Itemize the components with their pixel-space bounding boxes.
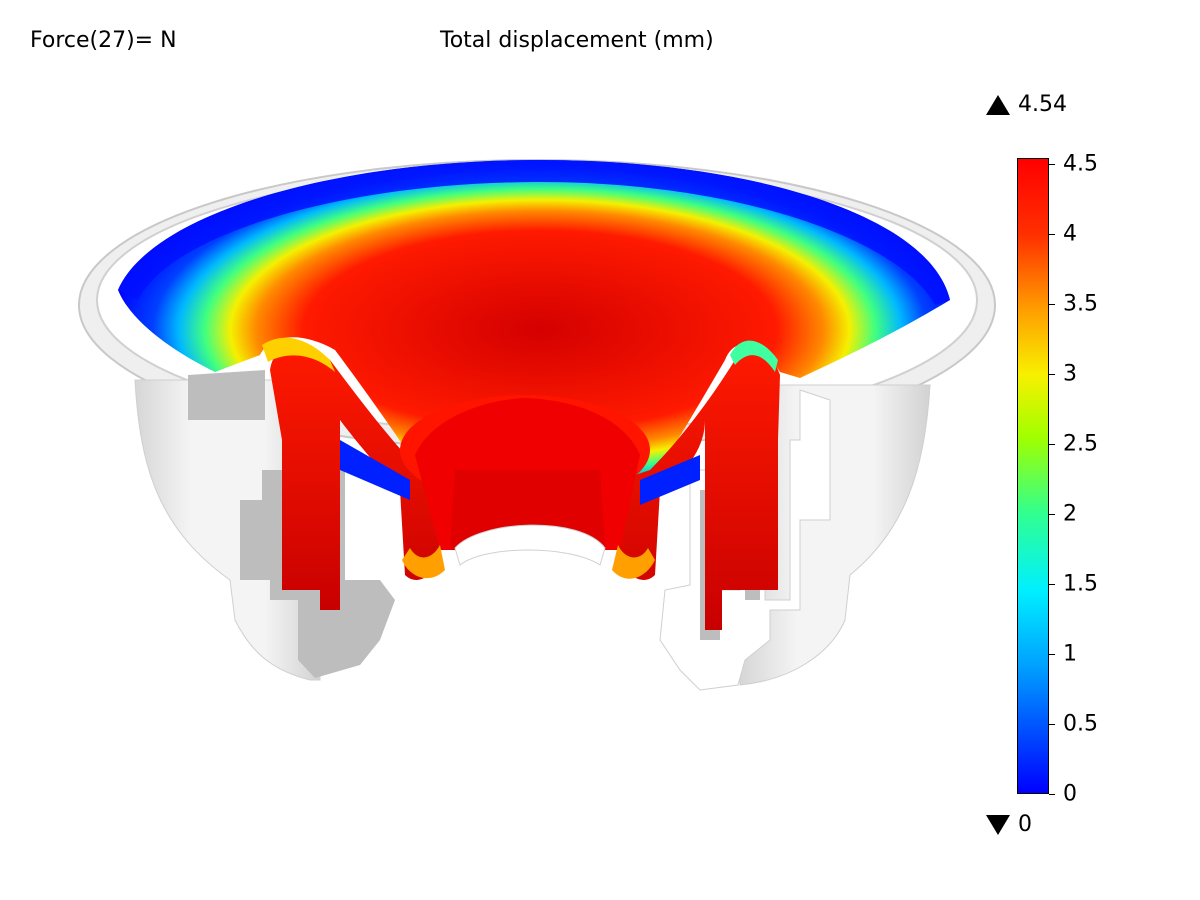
colorbar-tick-label: 1 (1063, 641, 1077, 667)
colorbar-tick-label: 2.5 (1063, 431, 1098, 457)
colorbar-tick-label: 4.5 (1063, 151, 1098, 177)
plot-title: Total displacement (mm) (440, 28, 714, 53)
min-triangle-icon (986, 814, 1010, 835)
colorbar-tick (1049, 724, 1055, 725)
colorbar-tick (1049, 654, 1055, 655)
cone-surface (118, 160, 950, 500)
min-value-label: 0 (1018, 812, 1032, 837)
cut-edge-highlights (262, 337, 778, 579)
colorbar-tick-label: 0.5 (1063, 711, 1098, 737)
colorbar-tick (1049, 374, 1055, 375)
colorbar-tick-label: 3.5 (1063, 291, 1098, 317)
colorbar-tick-label: 3 (1063, 361, 1077, 387)
colorbar-tick (1049, 234, 1055, 235)
colorbar (1017, 158, 1049, 794)
colorbar-tick (1049, 584, 1055, 585)
force-label: Force(27)= N (30, 28, 177, 53)
colorbar-tick-label: 0 (1063, 781, 1077, 807)
colorbar-tick (1049, 444, 1055, 445)
voice-coil-bore (454, 524, 606, 566)
colorbar-tick-label: 4 (1063, 221, 1077, 247)
colorbar-tick (1049, 514, 1055, 515)
speaker-model-render (78, 159, 996, 691)
colorbar-tick-label: 1.5 (1063, 571, 1098, 597)
colorbar-tick (1049, 304, 1055, 305)
surround-band (118, 160, 950, 305)
colorbar-tick (1049, 164, 1055, 165)
max-value-marker: 4.54 (986, 92, 1067, 117)
max-triangle-icon (986, 94, 1010, 115)
colorbar-tick-label: 2 (1063, 501, 1077, 527)
max-value-label: 4.54 (1018, 92, 1067, 117)
colorbar-tick (1049, 794, 1055, 795)
min-value-marker: 0 (986, 812, 1032, 837)
